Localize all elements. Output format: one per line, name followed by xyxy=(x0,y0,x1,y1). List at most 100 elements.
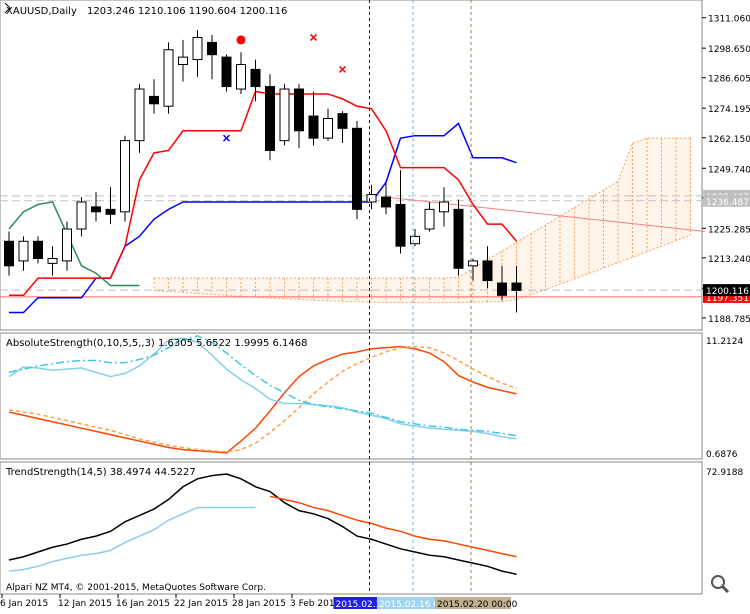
candle xyxy=(91,192,101,222)
cross-stroke xyxy=(222,134,231,142)
trend-strength-series-0 xyxy=(8,473,517,576)
candle-body xyxy=(482,260,493,282)
trend-strength-label: TrendStrength(14,5) 38.4974 44.5227 xyxy=(5,467,196,478)
price-tag-stop: 1197.351 xyxy=(706,294,749,304)
candle xyxy=(482,246,493,288)
time-axis[interactable]: 6 Jan 2015 12 Jan 2015 16 Jan 2015 22 Jan 2… xyxy=(0,593,702,610)
candle xyxy=(294,84,304,148)
candle-body xyxy=(294,88,304,132)
price-tag-b-bg xyxy=(703,194,750,207)
candle-body xyxy=(105,208,116,215)
candle xyxy=(163,42,174,114)
collapse-icon[interactable] xyxy=(4,2,11,14)
cross-stroke xyxy=(309,33,318,41)
price-pane-frame xyxy=(0,0,703,331)
chart-ohlc: 1203.246 1210.106 1190.604 1200.116 xyxy=(87,6,287,17)
absolute-strength-series-0 xyxy=(8,345,517,454)
candle xyxy=(439,187,449,227)
candle xyxy=(410,229,420,247)
absolute-strength-tick: 0.6876 xyxy=(706,450,738,460)
price-axis[interactable]: 1311.060 1298.650 1286.605 1274.195 1262.150… xyxy=(702,15,750,478)
candle-body xyxy=(18,240,29,262)
candle-body xyxy=(497,282,507,296)
candle-body xyxy=(207,41,217,56)
price-tick-label: 1249.740 xyxy=(708,165,750,175)
candle-body xyxy=(236,63,246,90)
absolute-strength-tick: 11.2124 xyxy=(706,337,743,347)
period-separators xyxy=(369,0,472,594)
candle-body xyxy=(352,127,362,210)
signal-dot xyxy=(236,35,246,45)
time-tick-label: 6 Jan 2015 xyxy=(0,599,48,609)
price-tick-label: 1225.285 xyxy=(708,225,750,235)
time-axis-ticks: 6 Jan 2015 12 Jan 2015 16 Jan 2015 22 Jan 2… xyxy=(0,593,702,609)
price-tag-current-bg xyxy=(703,284,750,297)
candle-body xyxy=(410,235,420,245)
time-tick-label: 12 Jan 2015 xyxy=(58,599,112,609)
trend-strength-lines xyxy=(8,473,517,576)
trend-strength-tick: 72.9188 xyxy=(706,468,743,478)
indicator-lines xyxy=(8,90,518,314)
candle-body xyxy=(91,206,101,213)
candle xyxy=(337,111,348,144)
candle-body xyxy=(439,201,449,213)
candle xyxy=(468,258,478,281)
candle xyxy=(178,39,188,82)
absolute-strength-pane[interactable]: AbsoluteStrength(0,10,5,5,,3) 1.6305 5.6… xyxy=(0,332,703,460)
candle-body xyxy=(134,88,145,142)
candle-body xyxy=(192,36,203,61)
candle-body xyxy=(323,118,333,139)
candles xyxy=(4,30,522,313)
candle-body xyxy=(221,56,232,88)
signal-cross xyxy=(222,134,231,142)
candle-body xyxy=(468,260,478,267)
candle xyxy=(265,74,275,161)
copyright-text: Alpari NZ MT4, © 2001-2015, MetaQuotes S… xyxy=(6,583,266,593)
period-label: 2015.02.16 00:00 xyxy=(379,600,460,610)
candle xyxy=(149,79,159,114)
cloud-fill xyxy=(154,138,691,303)
time-tick-label: 3 Feb 2015 xyxy=(290,599,340,609)
candle xyxy=(424,201,435,232)
signal-markers xyxy=(222,33,347,142)
period-label-bg xyxy=(377,597,453,609)
period-label-bg xyxy=(435,597,511,609)
candle xyxy=(4,231,14,276)
candle xyxy=(395,170,406,254)
candle xyxy=(120,135,130,222)
magnifier-icon[interactable] xyxy=(711,575,730,594)
candle xyxy=(352,120,362,220)
period-label: 2015.02.20 00:00 xyxy=(437,600,518,610)
candle-body xyxy=(33,240,43,259)
chikou-span-line xyxy=(8,201,140,287)
price-tag-current: 1200.116 xyxy=(706,287,749,297)
absolute-strength-series-3 xyxy=(8,335,517,437)
candle xyxy=(511,265,522,313)
price-tick-label: 1274.195 xyxy=(708,105,750,115)
trend-strength-axis: 72.9188 xyxy=(706,468,743,478)
candle-body xyxy=(265,86,275,151)
cross-stroke xyxy=(338,65,347,73)
candle xyxy=(308,91,319,146)
price-tick-label: 1286.605 xyxy=(708,75,750,85)
candle-body xyxy=(381,196,391,208)
candle xyxy=(236,52,246,94)
signal-cross xyxy=(338,65,347,73)
price-tick-label: 1298.650 xyxy=(708,45,750,55)
absolute-strength-lines xyxy=(8,335,517,454)
candle-body xyxy=(308,115,319,139)
candle-body xyxy=(178,56,188,65)
candle-body xyxy=(453,208,464,269)
candle xyxy=(279,84,290,146)
candle-body xyxy=(250,68,261,88)
candle-body xyxy=(62,228,72,262)
candle-body xyxy=(4,240,14,267)
candle xyxy=(366,184,377,210)
candle xyxy=(497,265,507,301)
absolute-strength-series-1 xyxy=(8,345,517,453)
price-pane[interactable]: XAUUSD,Daily 1203.246 1210.106 1190.604 … xyxy=(0,0,706,331)
candle-body xyxy=(366,194,377,203)
